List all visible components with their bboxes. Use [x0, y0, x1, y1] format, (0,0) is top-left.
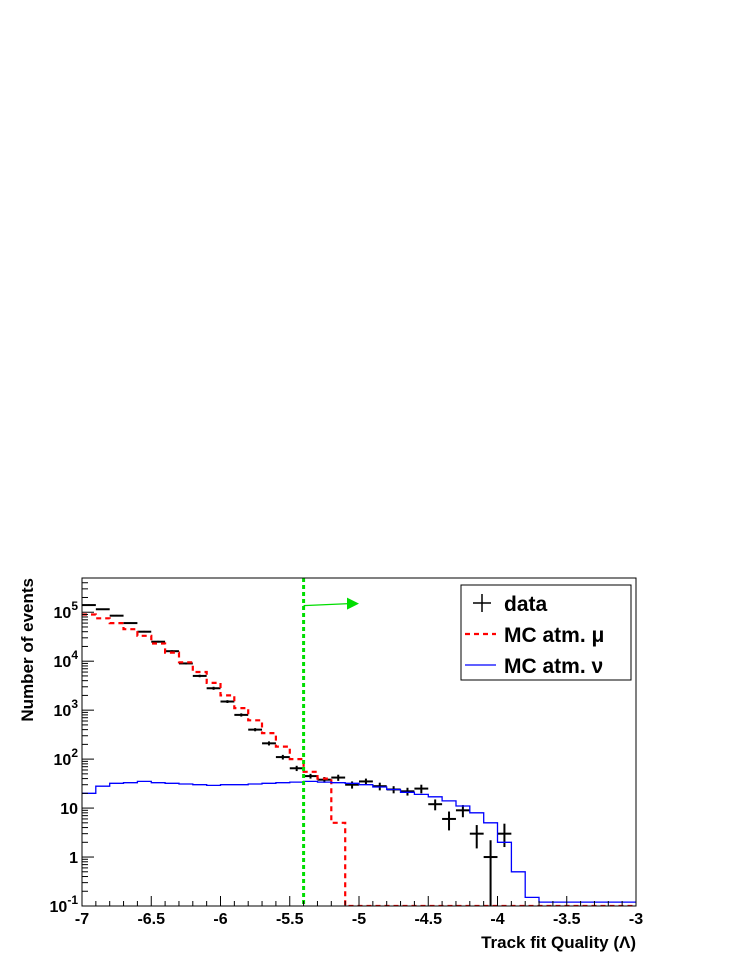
x-tick-label: -4 [490, 911, 504, 928]
cut-layer [302, 578, 359, 906]
data-point [109, 614, 124, 617]
x-tick-label: -4.5 [414, 911, 442, 928]
legend-label: MC atm. ν [504, 655, 603, 678]
y-tick-label: 1 [69, 850, 78, 867]
y-tick-label: 10-1 [50, 893, 79, 916]
legend-box [460, 584, 632, 681]
data-point [289, 765, 304, 772]
data-point [248, 728, 263, 732]
cut-arrow-shaft [303, 602, 350, 607]
legend: data MC atm. μ MC atm. ν [460, 584, 632, 681]
x-tick-label: -6.5 [137, 911, 165, 928]
data-point [82, 604, 96, 607]
data-point [95, 608, 110, 611]
x-axis-title: Track fit Quality (Λ) [481, 933, 636, 952]
data-point [455, 805, 470, 818]
legend-key-0 [473, 594, 491, 612]
y-tick-label: 104 [54, 648, 79, 671]
series-line-1 [82, 613, 636, 906]
x-tick-label: -3.5 [553, 911, 581, 928]
data-point [414, 784, 429, 794]
data-point [137, 630, 152, 633]
x-tick-label: -3 [629, 911, 643, 928]
y-tick-label: 102 [54, 746, 79, 769]
data-point [192, 674, 207, 678]
data-point [262, 741, 276, 746]
data-point [442, 811, 456, 831]
cut-arrow-head [347, 597, 359, 610]
data-point [234, 713, 249, 717]
legend-label: MC atm. μ [504, 624, 604, 647]
x-tick-label: -7 [75, 911, 89, 928]
y-tick-label: 105 [54, 599, 79, 622]
y-axis-title: Number of events [18, 578, 37, 722]
series-layer [82, 604, 636, 906]
data-point [483, 840, 498, 906]
data-point [359, 778, 373, 785]
data-point [275, 754, 290, 760]
x-tick-label: -5 [352, 911, 366, 928]
series-1 [82, 613, 636, 906]
data-point [345, 781, 359, 789]
series-0 [82, 604, 512, 906]
data-point [151, 640, 166, 643]
y-tick-label: 10 [60, 801, 78, 818]
data-point [178, 662, 193, 665]
y-tick-label: 103 [54, 697, 79, 720]
data-point [123, 622, 138, 625]
series-2 [82, 780, 636, 903]
x-tick-label: -5.5 [276, 911, 304, 928]
x-tick-label: -6 [213, 911, 227, 928]
tick-layer: -7 -6.5 -6 -5.5 -5 -4.5 -4 -3.5 -3 10-1 1 10 102 103 1… [50, 577, 643, 928]
series-line-2 [82, 780, 636, 903]
data-point [428, 799, 443, 811]
data-point [206, 686, 221, 690]
data-point [469, 825, 484, 849]
data-point [331, 774, 346, 781]
legend-label: data [504, 593, 548, 616]
data-point [303, 773, 318, 779]
data-point [220, 700, 235, 703]
data-point [497, 823, 512, 848]
